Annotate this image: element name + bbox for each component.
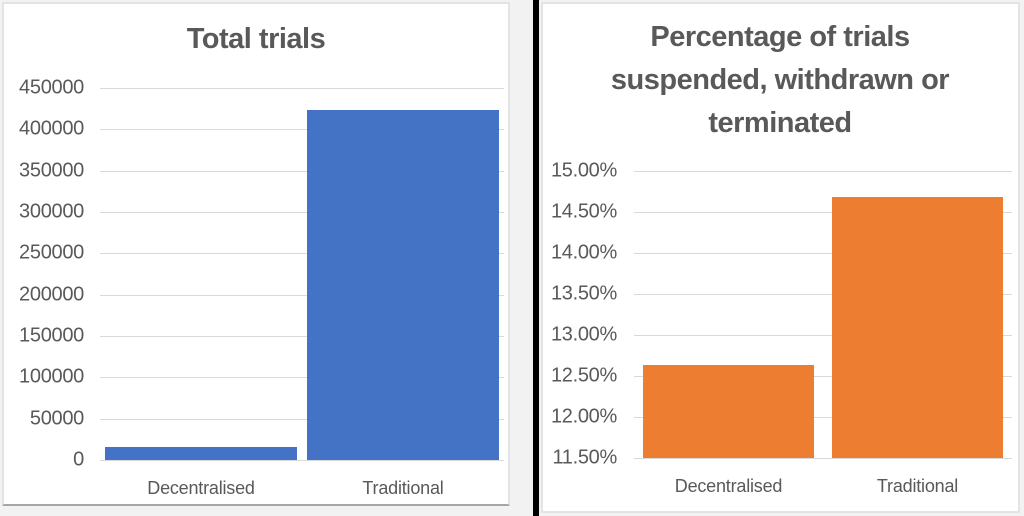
gridline (634, 253, 1012, 254)
x-axis: Decentralised Traditional (634, 474, 1012, 498)
y-tick-label: 100000 (19, 365, 84, 388)
y-tick-label: 13.50% (550, 282, 617, 305)
y-tick-label: 450000 (19, 76, 84, 99)
y-tick-label: 150000 (19, 324, 84, 347)
gridline (634, 171, 1012, 172)
gridline (100, 129, 504, 131)
chart-title: Total trials (186, 23, 326, 55)
bar (307, 110, 499, 460)
y-tick-label: 14.00% (550, 241, 617, 264)
y-tick-label: 400000 (19, 117, 84, 140)
gridline (100, 212, 504, 213)
vertical-divider (533, 0, 539, 516)
x-axis: Decentralised Traditional (100, 476, 504, 500)
gridline (634, 212, 1012, 213)
chart-title: Percentage of trials suspended, withdraw… (610, 21, 950, 139)
gridline (100, 460, 504, 461)
bar (642, 365, 815, 458)
bar (105, 446, 297, 460)
gridline (100, 294, 504, 296)
gridline (100, 418, 504, 420)
x-category-label: Decentralised (147, 478, 255, 498)
y-tick-label: 11.50% (552, 446, 617, 469)
y-tick-label: 350000 (19, 159, 84, 182)
plot-area (634, 171, 1012, 459)
x-category-label: Decentralised (674, 476, 783, 496)
y-axis: 15.00% 14.50% 14.00% 13.50% 13.00% 12.50% 12.0… (543, 160, 617, 469)
x-category-label: Traditional (362, 478, 444, 498)
x-category-label: Traditional (876, 476, 959, 496)
gridline (634, 294, 1012, 295)
gridline (100, 336, 504, 337)
y-tick-label: 12.00% (550, 405, 617, 428)
gridline (634, 335, 1012, 336)
y-tick-label: 13.00% (550, 323, 617, 346)
y-tick-label: 14.50% (550, 200, 617, 223)
y-tick-label: 250000 (19, 241, 84, 264)
gridline (634, 417, 1012, 418)
gridline (634, 376, 1012, 377)
gridline (634, 458, 1012, 459)
y-tick-label: 50000 (29, 407, 84, 430)
y-tick-label: 0 (73, 448, 84, 471)
y-axis: 450000 400000 350000 300000 250000 200000 1500… (4, 77, 84, 471)
y-tick-label: 300000 (19, 200, 84, 223)
chart-total-trials: Total trials 450000 400000 350000 300000 250… (2, 2, 510, 506)
y-tick-label: 200000 (19, 283, 84, 306)
gridline (100, 377, 504, 379)
y-tick-label: 15.00% (550, 159, 617, 182)
chart-suspended-percentage: Percentage of trials suspended, withdraw… (541, 2, 1020, 513)
bar (831, 197, 1004, 458)
gridline (100, 170, 504, 172)
gridline (100, 88, 504, 89)
y-tick-label: 12.50% (550, 364, 617, 387)
gridline (100, 253, 504, 255)
plot-area (100, 88, 504, 461)
